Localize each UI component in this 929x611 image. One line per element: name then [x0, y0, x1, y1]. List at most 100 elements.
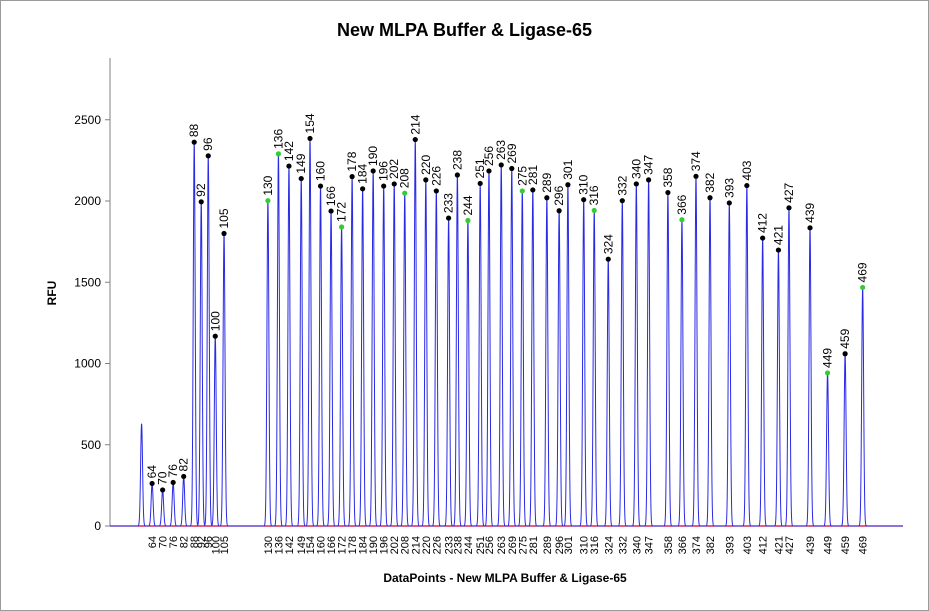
peak-label: 178 [345, 151, 359, 171]
peak-marker [205, 153, 211, 159]
x-tick-label: 220 [421, 536, 433, 554]
peak-label: 238 [450, 150, 464, 170]
peak-marker [433, 188, 439, 194]
peak-label: 324 [601, 234, 615, 254]
peak-label: 226 [429, 166, 443, 186]
peak-label: 366 [675, 194, 689, 214]
x-tick-label: 130 [263, 536, 275, 554]
peak-marker [486, 168, 492, 174]
x-tick-label: 332 [617, 536, 629, 554]
x-tick-label: 190 [368, 536, 380, 554]
peak-label: 233 [442, 193, 456, 213]
y-tick-label: 1000 [74, 357, 101, 371]
x-tick-label: 439 [805, 536, 817, 554]
peak-marker [591, 207, 597, 214]
x-tick-label: 233 [444, 536, 456, 554]
peak-marker [605, 256, 611, 262]
x-tick-label: 96 [203, 536, 215, 548]
y-tick-label: 1500 [74, 275, 101, 289]
peak-label: 184 [356, 163, 370, 183]
peak-label: 469 [856, 262, 870, 282]
peak-marker [530, 187, 536, 193]
rfu-trace [110, 138, 903, 527]
peak-marker [307, 135, 313, 142]
peak-marker [360, 186, 366, 192]
peak-marker [191, 139, 197, 145]
peak-label: 190 [366, 146, 380, 166]
x-tick-label: 160 [316, 536, 328, 554]
x-tick-label: 244 [463, 536, 475, 554]
x-tick-label: 289 [542, 536, 554, 554]
x-tick-label: 275 [517, 536, 529, 554]
peak-label: 92 [194, 183, 208, 197]
peak-marker [298, 175, 304, 182]
x-tick-label: 393 [724, 536, 736, 554]
peak-label: 208 [398, 168, 412, 188]
peak-marker [338, 224, 345, 230]
peak-label: 263 [494, 140, 508, 160]
x-tick-label: 340 [631, 536, 643, 554]
x-tick-label: 256 [484, 536, 496, 554]
x-tick-label: 469 [858, 536, 870, 554]
peak-marker [465, 217, 471, 224]
peak-label: 196 [377, 161, 391, 181]
peak-label: 172 [335, 202, 349, 222]
peak-label: 358 [661, 167, 675, 187]
x-tick-label: 427 [784, 536, 796, 554]
peak-marker [519, 188, 525, 194]
x-tick-label: 184 [358, 536, 370, 554]
peak-label: 316 [587, 185, 601, 205]
x-tick-label: 136 [273, 536, 285, 554]
peak-label: 244 [461, 195, 475, 215]
peak-label: 310 [577, 174, 591, 194]
peak-label: 347 [642, 155, 656, 175]
peak-label: 412 [756, 213, 770, 233]
peak-marker [860, 284, 866, 291]
peak-marker [509, 165, 515, 172]
x-tick-label: 301 [563, 536, 575, 554]
x-tick-label: 281 [528, 536, 540, 554]
peak-marker [170, 479, 176, 486]
peak-label: 136 [271, 129, 285, 149]
peak-label: 439 [803, 202, 817, 222]
peak-label: 88 [187, 124, 201, 138]
peak-marker [328, 208, 334, 214]
peak-label: 427 [782, 182, 796, 202]
x-tick-label: 296 [554, 536, 566, 554]
x-tick-label: 82 [179, 536, 191, 548]
peak-marker [391, 181, 397, 187]
peak-label: 421 [771, 225, 785, 245]
peak-marker [221, 230, 227, 237]
peak-label: 256 [482, 146, 496, 166]
y-tick-label: 0 [94, 519, 101, 533]
x-tick-label: 382 [705, 536, 717, 554]
peak-label: 459 [838, 328, 852, 348]
peak-marker [693, 173, 699, 179]
x-tick-label: 251 [475, 536, 487, 554]
peak-marker [556, 208, 562, 214]
peak-marker [665, 189, 671, 196]
peak-marker [275, 151, 282, 157]
peak-marker [775, 247, 782, 253]
x-tick-label: 412 [758, 536, 770, 554]
x-tick-label: 358 [663, 536, 675, 554]
peak-label: 275 [515, 166, 529, 186]
x-tick-label: 366 [677, 536, 689, 554]
x-tick-label: 172 [337, 536, 349, 554]
peak-marker [446, 215, 452, 221]
peak-marker [646, 177, 652, 183]
peak-label: 393 [722, 178, 736, 198]
peak-marker [423, 177, 429, 183]
x-tick-label: 449 [823, 536, 835, 554]
peak-label: 76 [166, 464, 180, 478]
peak-label: 70 [156, 471, 170, 485]
peak-marker [726, 200, 732, 206]
peak-marker [160, 487, 166, 493]
peak-label: 166 [324, 186, 338, 206]
peak-label: 289 [540, 172, 554, 192]
x-tick-label: 324 [603, 536, 615, 554]
x-tick-label: 142 [284, 536, 296, 554]
peak-marker [707, 195, 713, 201]
